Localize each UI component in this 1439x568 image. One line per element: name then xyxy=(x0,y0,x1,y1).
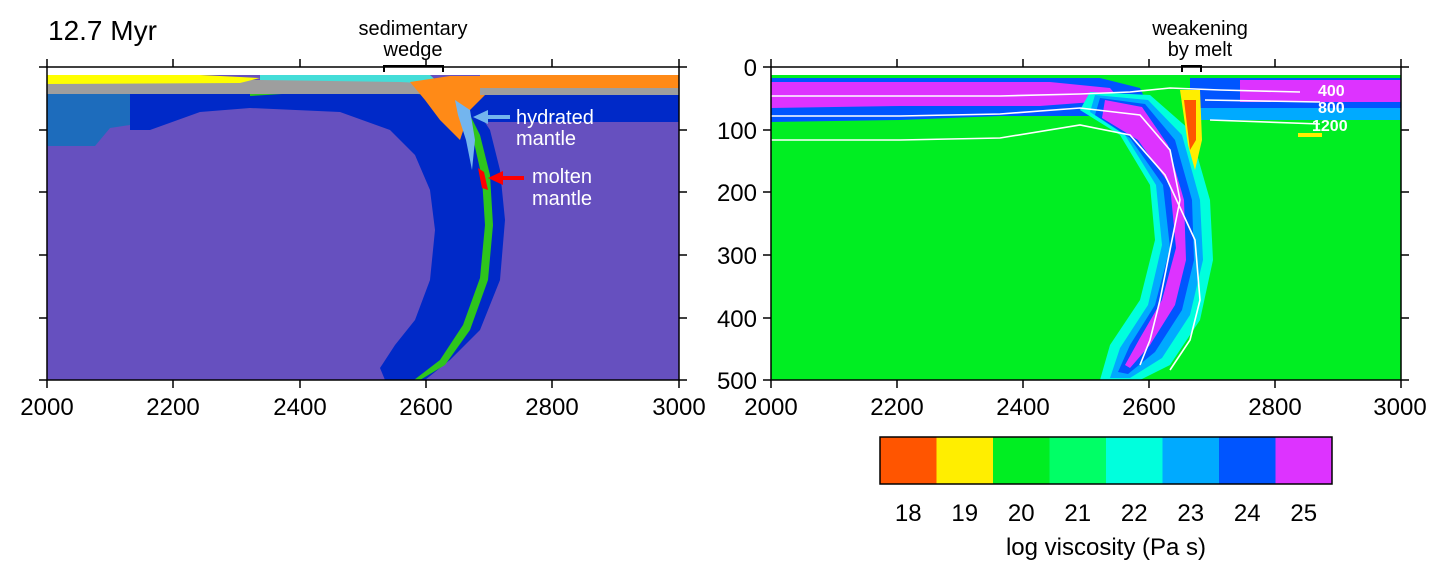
right-x-tick: 2000 xyxy=(744,394,797,421)
colorbar-tick: 20 xyxy=(1008,500,1035,527)
left-side-ticks xyxy=(39,66,687,381)
sediment-wedge xyxy=(410,76,490,140)
hydrated-mantle-zone xyxy=(455,100,475,170)
right-x-tick-labels: 2000 2200 2400 2600 2800 3000 xyxy=(744,394,1426,421)
isotherm-800-right xyxy=(1204,99,1321,103)
hydrated-arrow-head xyxy=(473,110,488,124)
right-lower-crust xyxy=(480,88,679,95)
left-frame xyxy=(46,66,680,381)
colorbar-label: log viscosity (Pa s) xyxy=(1006,534,1206,561)
isotherm-800 xyxy=(771,107,1181,366)
weakening-bracket xyxy=(1181,65,1202,72)
right-y-tick: 100 xyxy=(717,118,757,145)
right-map: 400 800 1200 xyxy=(771,67,1401,380)
right-x-tick: 2800 xyxy=(1248,394,1301,421)
slab-core xyxy=(1102,100,1186,368)
colorbar-tick-labels: 18 19 20 21 22 23 24 25 xyxy=(895,500,1317,527)
hydrated-mantle-annotation: hydrated mantle xyxy=(473,107,594,150)
right-y-tick: 200 xyxy=(717,180,757,207)
left-x-tick: 3000 xyxy=(652,394,705,421)
left-map xyxy=(47,67,679,380)
colorbar-frame xyxy=(879,436,1333,485)
left-lithosphere-core xyxy=(771,82,1120,108)
isotherm-400 xyxy=(771,87,1301,97)
isotherm-1200 xyxy=(771,124,1201,371)
molten-mantle-annotation: molten mantle xyxy=(488,166,592,210)
right-x-tick: 3000 xyxy=(1373,394,1426,421)
right-panel: 400 800 1200 xyxy=(717,18,1427,421)
weakening-by-melt-annotation: weakening by melt xyxy=(1151,18,1248,72)
right-x-tick: 2200 xyxy=(870,394,923,421)
right-x-tick: 2600 xyxy=(1122,394,1175,421)
left-x-tick: 2000 xyxy=(20,394,73,421)
right-sediment xyxy=(480,75,679,88)
colorbar-tick: 24 xyxy=(1234,500,1261,527)
sedimentary-wedge-annotation: sedimentary wedge xyxy=(359,18,468,72)
right-x-tick: 2400 xyxy=(996,394,1049,421)
hydrated-mantle-label-1: hydrated xyxy=(516,107,594,129)
right-y-tick-labels: 0 100 200 300 400 500 xyxy=(717,55,757,395)
right-top-ticks xyxy=(770,59,1402,67)
colorbar-swatch xyxy=(1162,437,1220,484)
weakening-label-1: weakening xyxy=(1151,18,1248,40)
colorbar-tick: 19 xyxy=(951,500,978,527)
colorbar-swatch xyxy=(993,437,1050,484)
old-lithosphere-left xyxy=(47,94,130,146)
colorbar-swatches xyxy=(880,437,1333,484)
left-x-tick: 2200 xyxy=(146,394,199,421)
right-lithosphere-lower xyxy=(1190,108,1401,120)
right-air-layer xyxy=(771,67,1401,75)
colorbar-tick: 18 xyxy=(895,500,922,527)
colorbar-tick: 23 xyxy=(1177,500,1204,527)
left-top-ticks xyxy=(46,59,680,67)
colorbar-swatch xyxy=(1219,437,1276,484)
left-x-tick: 2400 xyxy=(273,394,326,421)
left-x-tick-labels: 2000 2200 2400 2600 2800 3000 xyxy=(20,394,705,421)
right-y-tick: 300 xyxy=(717,243,757,270)
right-side-ticks xyxy=(763,66,1409,381)
colorbar-tick: 21 xyxy=(1064,500,1091,527)
melt-weakest-zone xyxy=(1184,100,1196,150)
lower-crust xyxy=(47,80,470,94)
contour-label-800: 800 xyxy=(1318,100,1345,117)
isotherms xyxy=(771,87,1321,371)
right-frame xyxy=(770,66,1402,381)
weakening-label-2: by melt xyxy=(1168,39,1233,61)
right-y-tick: 0 xyxy=(744,55,757,82)
colorbar-swatch xyxy=(1106,437,1163,484)
isotherm-1200-right xyxy=(1209,119,1321,125)
colorbar-swatch xyxy=(1275,437,1333,484)
right-lithosphere-core xyxy=(1240,80,1401,102)
colorbar-swatch xyxy=(936,437,994,484)
right-y-tick: 500 xyxy=(717,368,757,395)
right-bottom-ticks xyxy=(770,380,1402,388)
upper-crust xyxy=(47,75,260,84)
left-panel: 2000 2200 2400 2600 2800 3000 sedimentar… xyxy=(20,18,705,421)
left-x-tick: 2600 xyxy=(399,394,452,421)
sedimentary-wedge-label-1: sedimentary xyxy=(359,18,468,40)
sedimentary-wedge-bracket xyxy=(383,65,444,72)
molten-arrow-head xyxy=(488,171,503,185)
contour-label-1200: 1200 xyxy=(1312,118,1348,135)
colorbar-swatch xyxy=(880,437,937,484)
colorbar-tick: 22 xyxy=(1121,500,1148,527)
water-layer xyxy=(260,75,440,84)
left-bottom-ticks xyxy=(46,380,680,388)
hydrated-mantle-label-2: mantle xyxy=(516,128,576,150)
molten-mantle-label-2: mantle xyxy=(532,188,592,210)
molten-mantle-label-1: molten xyxy=(532,166,592,188)
molten-mantle-zone xyxy=(478,168,488,190)
small-weak-patch xyxy=(1298,133,1322,137)
colorbar-tick: 25 xyxy=(1290,500,1317,527)
colorbar-swatch xyxy=(1049,437,1107,484)
left-x-tick: 2800 xyxy=(525,394,578,421)
right-y-tick: 400 xyxy=(717,306,757,333)
sedimentary-wedge-label-2: wedge xyxy=(383,39,443,61)
time-label: 12.7 Myr xyxy=(48,15,157,46)
colorbar: 18 19 20 21 22 23 24 25 log viscosity (Pa s) xyxy=(879,436,1333,561)
air-layer xyxy=(47,67,679,75)
contour-label-400: 400 xyxy=(1318,83,1345,100)
